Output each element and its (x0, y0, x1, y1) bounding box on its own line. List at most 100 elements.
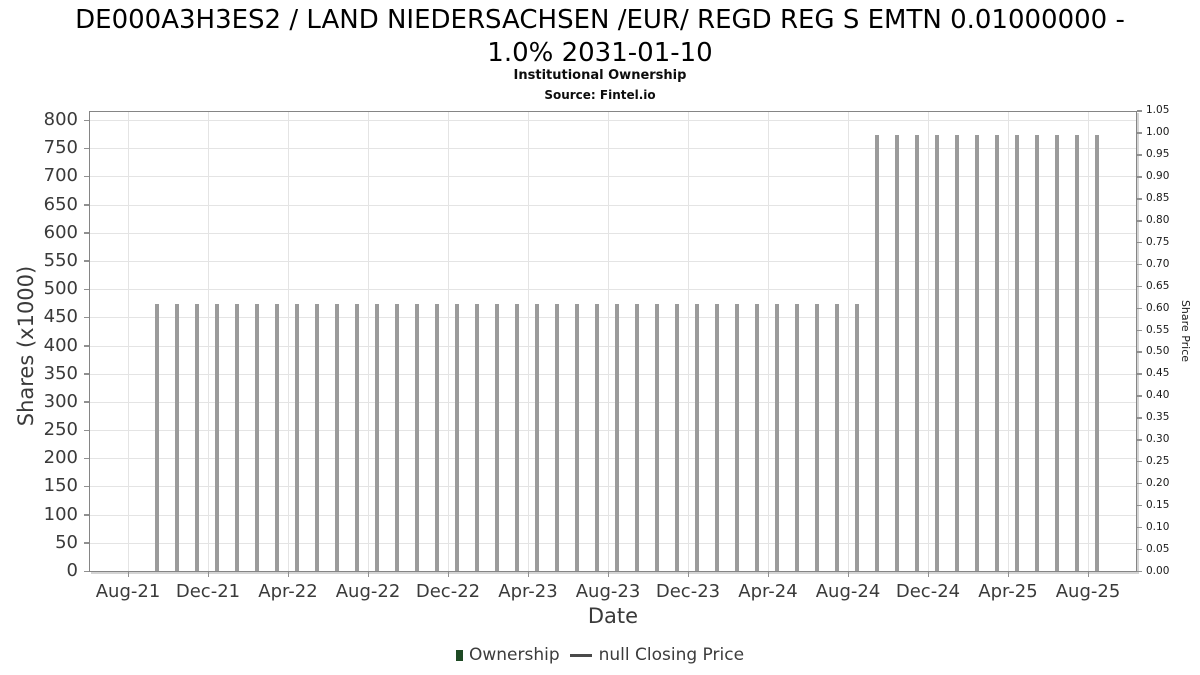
bar-shadow (594, 303, 599, 571)
bar-shadow (694, 303, 699, 571)
y2-axis-tick-label: 0.15 (1146, 498, 1170, 511)
y-axis-tick (84, 457, 89, 460)
horizontal-gridline (90, 345, 1136, 347)
bar-shadow (294, 303, 299, 571)
plot-area (89, 111, 1137, 572)
horizontal-gridline (90, 120, 1136, 121)
x-axis-tick-label: Apr-25 (978, 581, 1038, 602)
y2-axis-tick (1137, 263, 1142, 266)
bar-shadow (1054, 134, 1059, 571)
x-axis-tick (127, 572, 129, 577)
y-axis-tick-label: 700 (43, 165, 78, 187)
x-axis-tick-label: Apr-23 (498, 581, 558, 602)
y-axis-tick (84, 542, 89, 544)
horizontal-gridline (90, 458, 1136, 460)
y2-axis-tick-label: 0.40 (1146, 389, 1170, 402)
ownership-legend-label: Ownership (468, 645, 560, 665)
x-axis-tick (367, 572, 369, 577)
y-axis-tick-label: 300 (43, 390, 78, 412)
x-axis-tick (767, 572, 769, 577)
bar-shadow (714, 303, 719, 571)
x-axis-title: Date (587, 604, 639, 628)
x-axis-tick-label: Dec-22 (415, 581, 481, 602)
bar-shadow (834, 303, 839, 571)
x-axis-tick-label: Aug-21 (95, 581, 161, 602)
y2-axis-tick-label: 0.60 (1146, 301, 1170, 314)
y-axis-tick (84, 119, 89, 121)
y-axis-tick-label: 50 (55, 531, 78, 553)
x-axis-tick (687, 572, 689, 577)
x-axis-tick (527, 572, 529, 577)
bar-shadow (654, 303, 659, 571)
y-axis-tick-label: 350 (43, 362, 78, 384)
horizontal-gridline (90, 260, 1136, 262)
chart-subtitle: Institutional Ownership (513, 68, 687, 83)
vertical-gridline (208, 112, 209, 571)
y-axis-tick-label: 400 (43, 334, 78, 356)
y-axis-tick (84, 260, 89, 262)
x-axis-tick (207, 572, 209, 577)
y-axis-tick-label: 0 (66, 560, 78, 581)
y-axis-tick (84, 429, 89, 432)
y2-axis-tick (1137, 570, 1142, 572)
y2-axis-tick-label: 0.80 (1146, 214, 1170, 227)
bar-shadow (154, 303, 159, 571)
y2-axis-tick-label: 0.25 (1146, 454, 1170, 467)
y-axis-tick (84, 204, 89, 206)
y-axis-tick (84, 373, 89, 375)
x-axis-tick (927, 572, 929, 577)
bar-shadow (1094, 134, 1099, 571)
y2-axis-tick (1137, 439, 1142, 441)
y2-axis-tick (1137, 110, 1142, 112)
x-axis-tick-label: Aug-24 (815, 581, 881, 602)
y2-axis-tick (1137, 482, 1142, 485)
x-axis-tick (607, 572, 609, 577)
bar-shadow (614, 303, 619, 571)
y2-axis-tick (1137, 417, 1142, 419)
y-axis-tick (84, 175, 89, 178)
bar-shadow (734, 303, 739, 571)
x-axis-tick-label: Dec-21 (175, 581, 241, 602)
y2-axis-tick (1137, 198, 1142, 200)
y2-axis-tick-label: 0.30 (1146, 433, 1170, 446)
bar-shadow (1034, 134, 1039, 571)
horizontal-gridline (90, 148, 1136, 150)
bar-shadow (994, 134, 999, 571)
x-axis-tick (847, 572, 849, 577)
y2-axis-tick (1137, 548, 1142, 551)
y-axis-tick (84, 570, 89, 572)
bar-shadow (254, 303, 259, 571)
x-axis-tick (287, 572, 289, 577)
horizontal-gridline (90, 176, 1136, 178)
y-axis-tick (84, 345, 89, 347)
vertical-gridline (608, 112, 609, 571)
x-axis-tick-label: Dec-24 (895, 581, 961, 602)
bar-shadow (1014, 134, 1019, 571)
y2-axis-tick-label: 0.95 (1146, 148, 1170, 161)
y-axis-tick (84, 514, 89, 516)
y2-axis-tick-label: 0.65 (1146, 279, 1170, 292)
bar-shadow (974, 134, 979, 571)
chart-source: Source: Fintel.io (544, 88, 656, 102)
vertical-gridline (768, 112, 769, 571)
horizontal-gridline (90, 486, 1136, 488)
x-axis-tick-label: Aug-25 (1055, 581, 1121, 602)
bar-shadow (414, 303, 419, 571)
vertical-gridline (288, 112, 289, 571)
y2-axis-tick (1137, 395, 1142, 397)
y-axis-title-right: Share Price (1179, 299, 1192, 363)
chart-title: DE000A3H3ES2 / LAND NIEDERSACHSEN /EUR/ … (75, 5, 1125, 68)
bar-shadow (514, 303, 519, 571)
y2-axis-tick-label: 0.35 (1146, 411, 1170, 424)
horizontal-gridline (90, 232, 1136, 234)
bar-shadow (674, 303, 679, 571)
y2-axis-tick (1137, 220, 1142, 222)
y2-axis-tick (1137, 373, 1142, 375)
y2-axis-tick (1137, 460, 1142, 463)
y2-axis-tick-label: 0.70 (1146, 257, 1170, 270)
bar-shadow (214, 303, 219, 571)
horizontal-gridline (90, 514, 1136, 516)
bar-shadow (634, 303, 639, 571)
y-axis-tick (84, 147, 89, 150)
